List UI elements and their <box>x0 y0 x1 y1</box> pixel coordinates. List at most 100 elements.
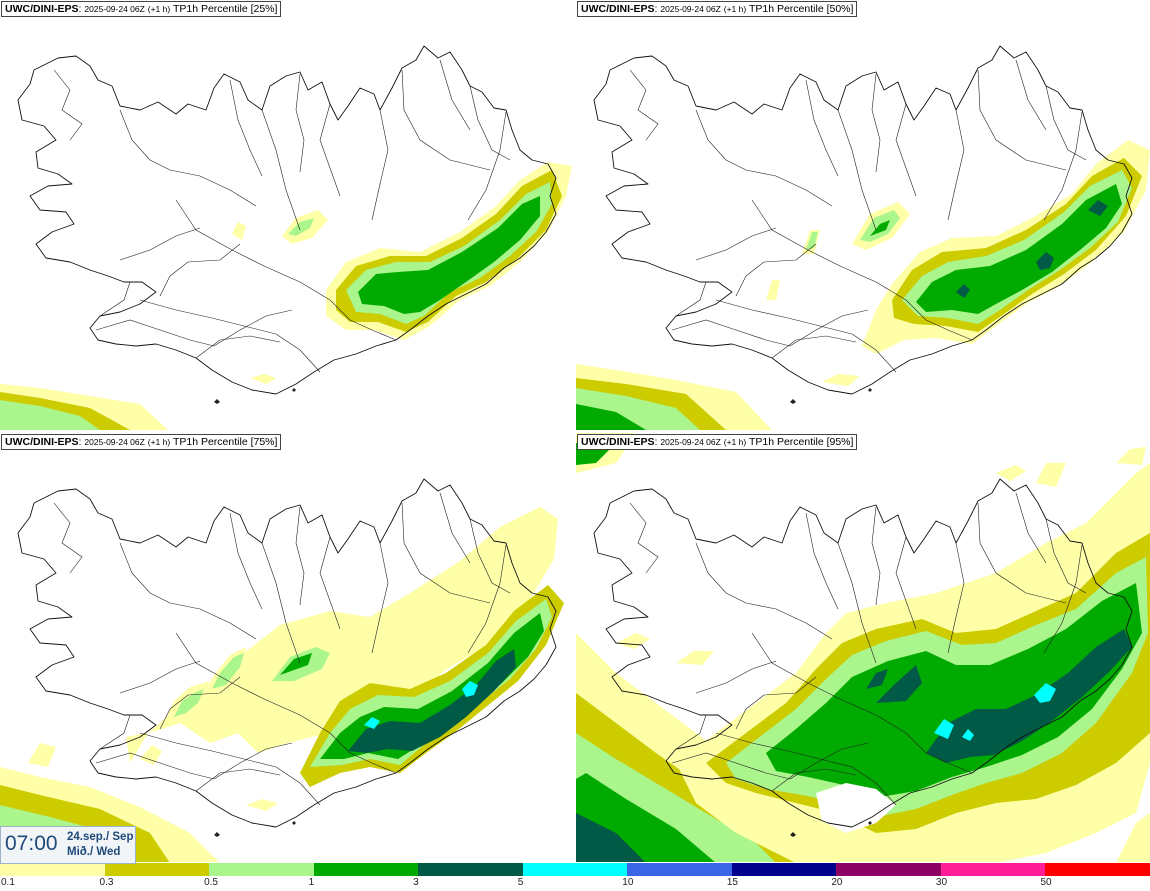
road-river-line <box>319 103 341 197</box>
precip-band <box>358 196 540 314</box>
road-river-line <box>439 59 471 131</box>
legend-swatch <box>731 863 837 876</box>
legend-swatch <box>627 863 733 876</box>
road-river-line <box>715 732 897 806</box>
island <box>790 832 796 837</box>
road-river-line <box>95 752 215 780</box>
road-river-line <box>119 227 201 261</box>
road-river-line <box>1043 111 1083 221</box>
coastline <box>593 45 1133 395</box>
precip-band <box>996 465 1026 481</box>
road-river-line <box>99 714 131 750</box>
island <box>292 821 296 825</box>
precip-band <box>926 629 1132 763</box>
panel-title: UWC/DINI-EPS: 2025-09-24 06Z (+1 h) TP1h… <box>1 1 282 17</box>
road-river-line <box>947 542 965 654</box>
road-river-line <box>947 109 965 221</box>
road-river-line <box>401 502 491 604</box>
road-river-line <box>871 73 881 173</box>
road-river-line <box>675 281 707 317</box>
road-river-line <box>771 335 857 359</box>
precip-band <box>288 218 314 236</box>
road-river-line <box>735 676 817 730</box>
map-panel-p75: UWC/DINI-EPS: 2025-09-24 06Z (+1 h) TP1h… <box>0 433 574 863</box>
legend-swatch <box>522 863 628 876</box>
road-river-line <box>871 506 881 606</box>
legend-tick-label: 5 <box>517 877 524 888</box>
precip-band <box>916 184 1122 314</box>
precip-band <box>956 284 970 298</box>
island <box>214 399 220 404</box>
road-river-line <box>1045 518 1087 594</box>
road-river-line <box>261 542 301 664</box>
road-river-line <box>119 542 257 640</box>
weekday-line: Mið./ Wed <box>67 846 121 858</box>
legend-swatch <box>1045 863 1150 876</box>
legend-tick-label: 15 <box>726 877 738 888</box>
island <box>790 399 796 404</box>
precip-band <box>1036 463 1066 487</box>
valid-time: 07:00 <box>5 832 58 855</box>
road-river-line <box>195 768 281 792</box>
road-river-line <box>629 69 659 141</box>
road-river-line <box>213 309 293 347</box>
precip-band <box>676 651 714 665</box>
precip-band <box>126 507 558 763</box>
color-legend: 0.1 0.3 0.5 1 3 5 10 15 20 30 50 <box>0 862 1150 891</box>
road-river-line <box>805 512 839 610</box>
map-panel-p25: UWC/DINI-EPS: 2025-09-24 06Z (+1 h) TP1h… <box>0 0 574 430</box>
road-river-line <box>371 109 389 221</box>
island <box>868 821 872 825</box>
legend-tick-label: 10 <box>622 877 634 888</box>
date-line: 24.sep./ Sep <box>67 831 134 843</box>
precip-band <box>246 799 278 811</box>
legend-tick-label: 1 <box>308 877 315 888</box>
road-river-line <box>1045 85 1087 161</box>
precip-band <box>576 813 646 863</box>
legend-swatch <box>104 863 210 876</box>
coastline <box>593 478 1133 828</box>
road-river-line <box>1043 544 1083 654</box>
road-river-line <box>119 660 201 694</box>
road-river-line <box>671 752 791 780</box>
road-river-line <box>629 502 659 574</box>
legend-tick-label: 30 <box>935 877 948 888</box>
road-river-line <box>469 85 511 161</box>
road-river-line <box>837 109 877 231</box>
precip-band <box>866 669 888 689</box>
road-river-line <box>789 742 869 780</box>
precip-band <box>816 783 896 833</box>
precip-band <box>140 745 162 765</box>
legend-tick-label: 0.5 <box>204 877 218 888</box>
map-panel-p50: UWC/DINI-EPS: 2025-09-24 06Z (+1 h) TP1h… <box>576 0 1150 430</box>
road-river-line <box>467 544 507 654</box>
precip-band <box>1034 683 1056 703</box>
road-river-line <box>159 243 241 297</box>
road-river-line <box>977 69 1067 171</box>
road-river-line <box>139 732 321 806</box>
precip-band <box>766 583 1142 797</box>
road-river-line <box>401 69 491 171</box>
legend-swatch <box>836 863 942 876</box>
road-river-line <box>371 542 389 654</box>
road-river-line <box>439 492 471 564</box>
panel-title: UWC/DINI-EPS: 2025-09-24 06Z (+1 h) TP1h… <box>1 434 282 450</box>
road-river-line <box>671 319 791 347</box>
precip-band <box>1036 252 1054 270</box>
road-river-line <box>735 243 817 297</box>
road-river-line <box>159 676 241 730</box>
precip-band <box>1088 200 1108 216</box>
road-river-line <box>295 73 305 173</box>
road-river-line <box>1015 492 1047 564</box>
road-river-line <box>195 335 281 359</box>
island <box>868 388 872 392</box>
road-river-line <box>53 69 83 141</box>
road-river-line <box>905 732 973 774</box>
road-river-line <box>695 542 833 640</box>
road-river-line <box>837 542 877 664</box>
precip-band <box>1116 813 1150 863</box>
precip-map <box>0 478 564 863</box>
legend-swatch <box>940 863 1046 876</box>
precip-band <box>212 653 244 689</box>
road-river-line <box>469 518 511 594</box>
